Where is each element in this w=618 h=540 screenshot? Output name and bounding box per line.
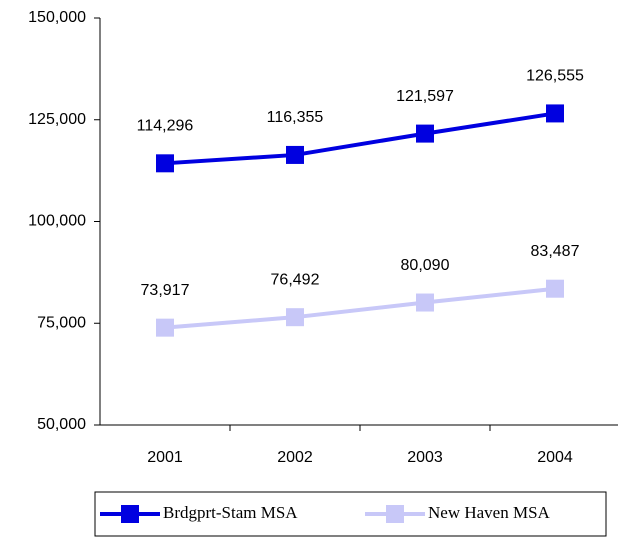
- x-tick-label: 2003: [407, 449, 443, 466]
- data-label: 126,555: [526, 68, 584, 85]
- marker: [286, 145, 304, 164]
- data-label: 114,296: [137, 118, 194, 135]
- x-tick-label: 2004: [537, 449, 573, 466]
- data-label: 73,917: [141, 282, 190, 299]
- x-tick-label: 2001: [147, 449, 183, 466]
- marker: [156, 154, 174, 173]
- data-label: 80,090: [401, 257, 450, 274]
- legend-marker: [386, 505, 404, 523]
- marker: [416, 124, 434, 143]
- data-label: 83,487: [531, 243, 580, 260]
- legend-label: New Haven MSA: [428, 503, 551, 522]
- series-line: [164, 111, 556, 166]
- marker: [546, 104, 564, 123]
- legend-marker: [121, 505, 139, 523]
- data-label: 76,492: [271, 271, 320, 288]
- legend-box: [94, 491, 607, 537]
- y-tick-label: 75,000: [37, 314, 86, 331]
- marker: [416, 293, 434, 312]
- x-tick-label: 2002: [277, 449, 313, 466]
- data-label: 116,355: [267, 109, 324, 126]
- y-tick-label: 100,000: [28, 213, 86, 230]
- marker: [286, 308, 304, 327]
- marker: [156, 318, 174, 337]
- data-label: 121,597: [396, 88, 454, 105]
- legend-label: Brdgprt-Stam MSA: [163, 503, 298, 522]
- y-tick-label: 125,000: [28, 111, 86, 128]
- y-tick-label: 150,000: [28, 9, 86, 26]
- marker: [546, 279, 564, 298]
- y-tick-label: 50,000: [37, 416, 86, 433]
- series-line: [164, 286, 556, 330]
